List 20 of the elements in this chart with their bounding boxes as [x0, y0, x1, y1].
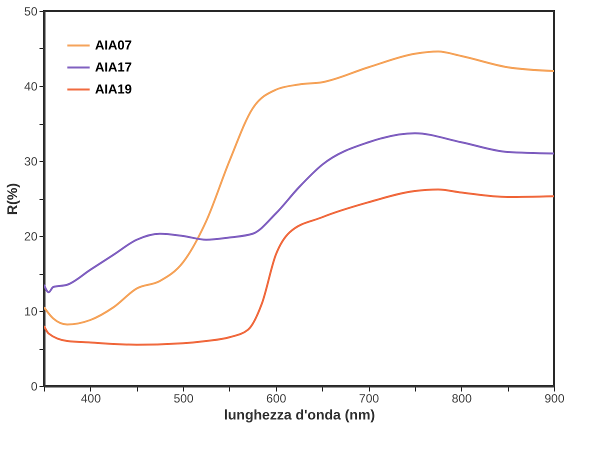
y-tick-label: 10 [24, 304, 38, 318]
y-tick-label: 0 [30, 380, 38, 394]
x-tick-label: 900 [544, 392, 565, 406]
y-tick-label: 20 [24, 230, 38, 244]
y-tick-label: 40 [24, 80, 38, 94]
legend-label: AIA07 [95, 38, 132, 52]
y-axis-title: R(%) [4, 183, 20, 215]
line-series [44, 132, 554, 294]
y-tick-label: 30 [24, 154, 38, 168]
legend-label: AIA19 [95, 82, 132, 96]
legend-label: AIA17 [95, 60, 132, 74]
line-series [44, 50, 554, 326]
x-tick-label: 500 [174, 392, 194, 406]
x-tick-label: 700 [359, 392, 380, 406]
x-tick-label: 400 [80, 392, 102, 406]
x-tick-label: 600 [266, 392, 287, 406]
x-axis-title: lunghezza d'onda (nm) [224, 406, 376, 422]
line-series [44, 188, 554, 346]
x-tick-label: 800 [452, 392, 472, 406]
y-tick-label: 50 [24, 4, 38, 18]
